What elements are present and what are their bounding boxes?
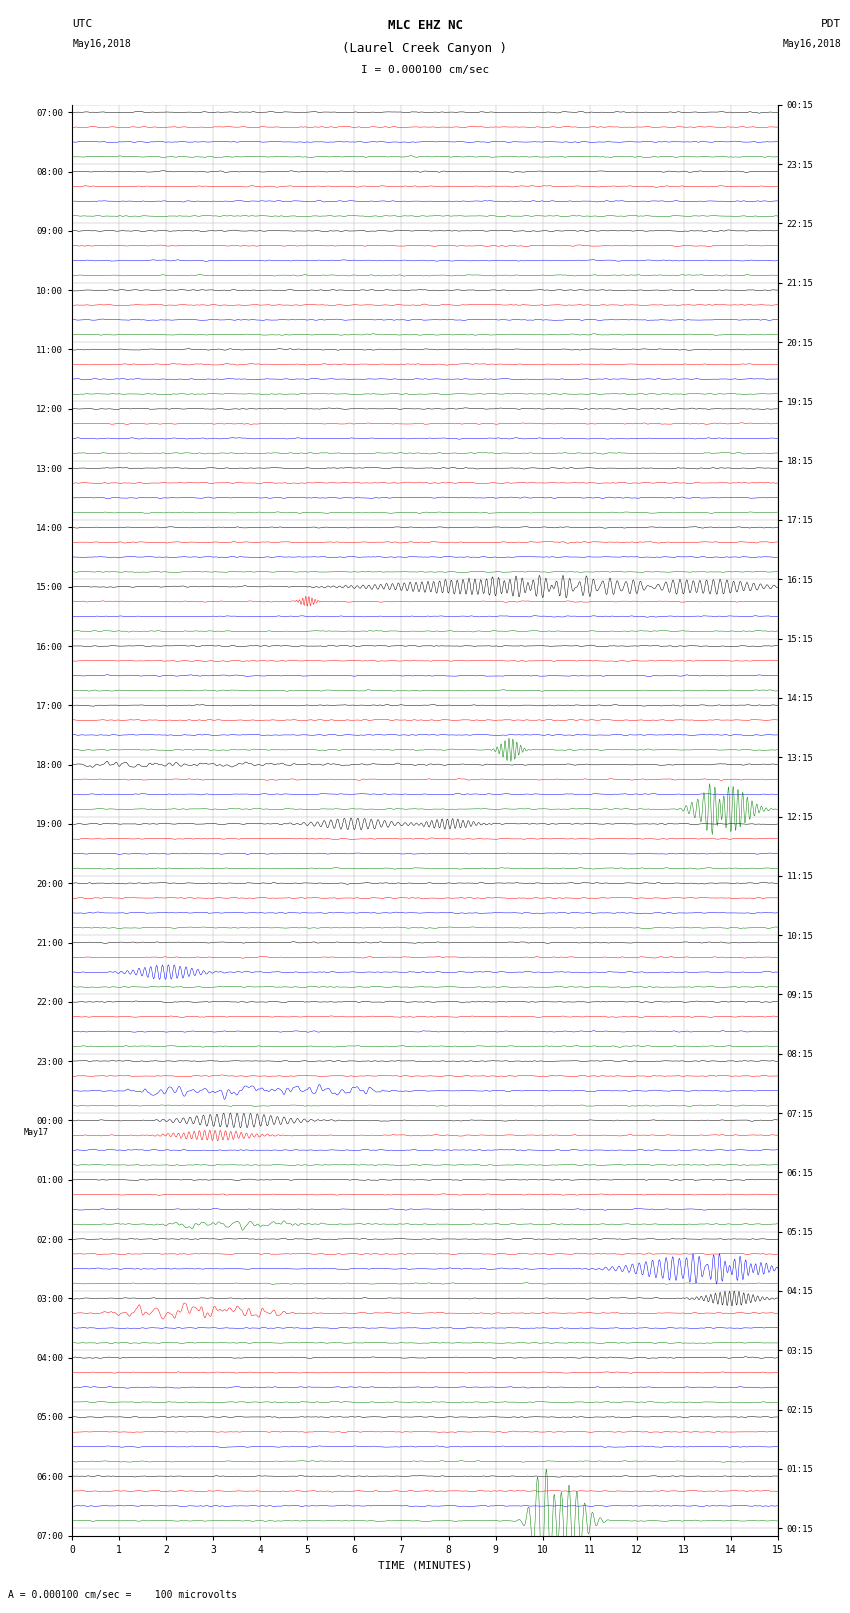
Text: May17: May17 [24,1127,48,1137]
Text: PDT: PDT [821,19,842,29]
Text: UTC: UTC [72,19,93,29]
Text: (Laurel Creek Canyon ): (Laurel Creek Canyon ) [343,42,507,55]
Text: I = 0.000100 cm/sec: I = 0.000100 cm/sec [361,65,489,74]
Text: A = 0.000100 cm/sec =    100 microvolts: A = 0.000100 cm/sec = 100 microvolts [8,1590,238,1600]
Text: MLC EHZ NC: MLC EHZ NC [388,19,462,32]
X-axis label: TIME (MINUTES): TIME (MINUTES) [377,1560,473,1569]
Text: May16,2018: May16,2018 [72,39,131,48]
Text: May16,2018: May16,2018 [783,39,842,48]
